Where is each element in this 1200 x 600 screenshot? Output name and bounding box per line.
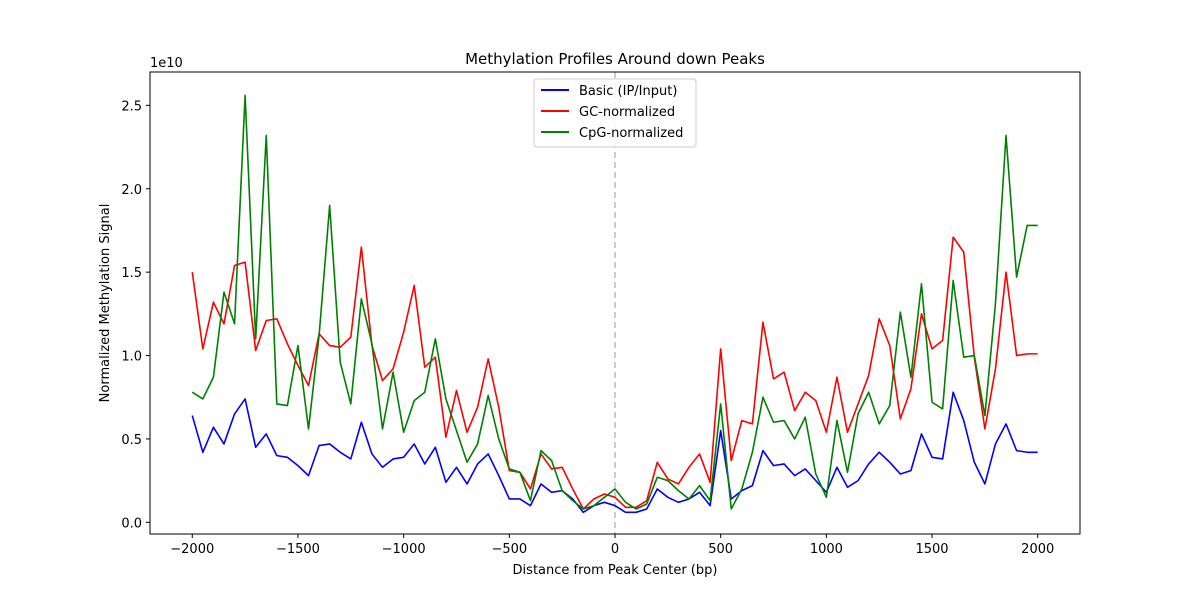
legend-label-gc: GC-normalized (579, 105, 675, 120)
legend-box (533, 78, 697, 148)
x-tick-label: 1500 (915, 542, 948, 557)
x-tick-label: −1000 (382, 542, 426, 557)
y-tick-label: 1.5 (121, 266, 142, 281)
x-tick-label: 1000 (810, 542, 843, 557)
y-tick-label: 0.0 (121, 516, 142, 531)
x-tick-label: −2000 (170, 542, 214, 557)
x-tick-label: −500 (491, 542, 527, 557)
legend: Basic (IP/Input) GC-normalized CpG-norma… (533, 78, 697, 148)
y-tick-label: 2.5 (121, 99, 142, 114)
y-tick-label: 1.0 (121, 350, 142, 365)
y-offset-label: 1e10 (150, 56, 183, 71)
series-line-basic (191, 391, 1038, 514)
x-tick-label: 0 (611, 542, 619, 557)
x-axis-label: Distance from Peak Center (bp) (513, 563, 718, 578)
y-axis-label: Normalized Methylation Signal (98, 204, 113, 403)
series-line-cpg (191, 94, 1038, 510)
y-tick-label: 2.0 (121, 183, 142, 198)
x-tick-label: 2000 (1021, 542, 1054, 557)
x-tick-label: 500 (708, 542, 733, 557)
chart-title: Methylation Profiles Around down Peaks (465, 50, 765, 68)
legend-label-basic: Basic (IP/Input) (579, 84, 677, 99)
x-tick-label: −1500 (276, 542, 320, 557)
legend-label-cpg: CpG-normalized (579, 126, 683, 141)
series-line-gc (191, 236, 1038, 510)
y-tick-label: 0.5 (121, 433, 142, 448)
